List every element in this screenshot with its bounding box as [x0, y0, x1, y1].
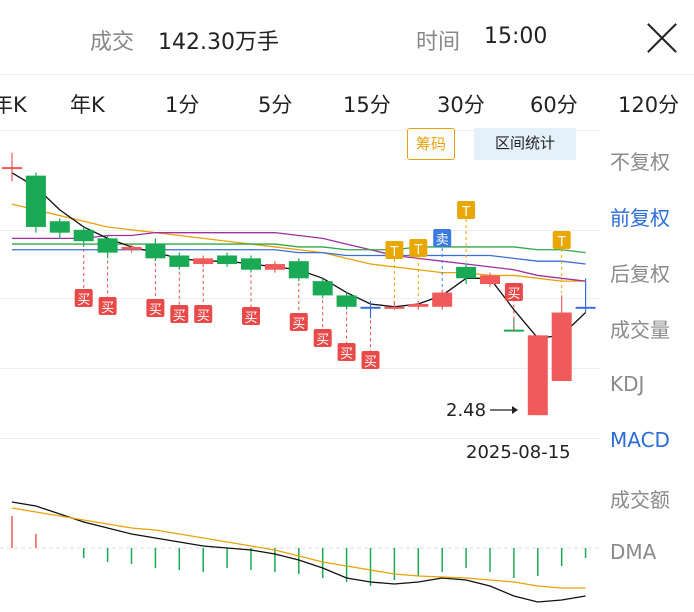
tab-5min[interactable]: 5分: [258, 93, 293, 117]
tab-year-k[interactable]: 年K: [70, 93, 105, 117]
t-marker-badge: [409, 239, 428, 257]
candle-body: [360, 306, 381, 309]
candle-body: [169, 255, 190, 267]
candle-body: [73, 229, 94, 242]
period-tabs: 年K 年K 1分 5分 15分 30分 60分 120分: [0, 74, 694, 131]
chips-button[interactable]: 筹码: [407, 128, 455, 160]
buy-marker-text: 买: [149, 303, 162, 318]
candlestick-chart: 买买买买买买买买买买买卖T TTT: [0, 130, 600, 603]
buy-marker-badge: [289, 313, 308, 331]
tab-15min[interactable]: 15分: [343, 93, 391, 117]
buy-marker-badge: [242, 307, 260, 325]
buy-marker-badge: [361, 351, 380, 369]
buy-marker-badge: [504, 283, 523, 301]
buy-marker-text: 买: [101, 301, 114, 316]
candle-body: [193, 258, 214, 265]
sell-marker-badge: [433, 229, 452, 247]
candle-body: [264, 264, 285, 270]
buy-marker-badge: [146, 299, 165, 317]
sidebar-item-kdj[interactable]: KDJ: [610, 372, 645, 396]
buy-marker-badge: [74, 289, 93, 307]
sell-marker-text: 卖: [436, 233, 449, 248]
buy-marker-text: 买: [77, 293, 90, 308]
volume-value: 142.30万手: [158, 30, 279, 55]
t-marker-text: T: [389, 245, 398, 260]
candle-body: [456, 266, 477, 279]
sidebar-item-forward-adjust[interactable]: 前复权: [610, 206, 670, 230]
tab-60min[interactable]: 60分: [530, 93, 578, 117]
t-marker-text: T: [557, 235, 566, 250]
buy-marker-badge: [313, 329, 332, 347]
range-stats-button[interactable]: 区间统计: [474, 128, 576, 160]
time-label: 时间: [416, 30, 461, 55]
time-value: 15:00: [484, 24, 548, 49]
candle-body: [217, 255, 238, 265]
low-price-arrowhead: [512, 406, 518, 414]
close-icon[interactable]: [644, 20, 680, 56]
candle-body: [408, 303, 429, 307]
buy-marker-text: 买: [244, 311, 257, 326]
t-marker-text: T: [461, 205, 470, 220]
candle-body: [575, 306, 596, 309]
buy-marker-text: 买: [292, 317, 305, 332]
candle-body: [312, 281, 333, 296]
tab-year-k-partial[interactable]: 年K: [0, 93, 27, 117]
macd-dif-line: [11, 501, 586, 603]
t-marker-badge: [552, 231, 571, 249]
macd-dea-line: [11, 507, 586, 589]
candle-body: [527, 335, 548, 416]
buy-marker-text: 买: [316, 333, 329, 348]
tab-120min[interactable]: 120分: [618, 93, 680, 117]
candle-body: [2, 167, 22, 170]
low-price-label: 2.48: [446, 400, 487, 421]
sidebar-item-turnover[interactable]: 成交额: [610, 488, 670, 512]
sidebar-item-no-adjust[interactable]: 不复权: [610, 150, 670, 174]
t-marker-badge: [457, 201, 476, 219]
candle-body: [121, 246, 142, 250]
candle-body: [432, 292, 453, 307]
candle-body: [97, 238, 118, 253]
candle-body: [49, 221, 70, 233]
candle-body: [480, 275, 500, 284]
sidebar-item-dma[interactable]: DMA: [610, 540, 657, 564]
candle-body: [241, 258, 261, 270]
sidebar-item-macd[interactable]: MACD: [610, 428, 670, 452]
buy-marker-badge: [337, 343, 356, 361]
date-label: 2025-08-15: [466, 442, 571, 463]
buy-marker-text: 买: [197, 309, 210, 324]
buy-marker-text: 买: [364, 355, 377, 370]
t-marker-text: T: [413, 243, 422, 258]
buy-marker-text: 买: [173, 309, 186, 324]
sidebar-item-backward-adjust[interactable]: 后复权: [610, 262, 670, 286]
candle-body: [25, 175, 46, 227]
candle-body: [551, 312, 572, 381]
tab-1min[interactable]: 1分: [165, 93, 200, 117]
candle-body: [288, 261, 309, 279]
buy-marker-badge: [98, 297, 117, 315]
t-marker-badge: [385, 241, 404, 259]
candle-body: [336, 295, 357, 307]
buy-marker-badge: [170, 305, 189, 323]
buy-marker-badge: [194, 305, 213, 323]
candle-body: [145, 244, 166, 259]
candle-body: [384, 306, 405, 309]
header-bar: 成交 142.30万手 时间 15:00: [0, 0, 694, 74]
sidebar-item-volume[interactable]: 成交量: [610, 318, 670, 342]
tab-30min[interactable]: 30分: [437, 93, 485, 117]
indicator-sidebar: 不复权 前复权 后复权 成交量 KDJ MACD 成交额 DMA: [600, 130, 694, 612]
volume-label: 成交: [90, 30, 135, 55]
buy-marker-text: 买: [507, 287, 520, 302]
buy-marker-text: 买: [340, 347, 353, 362]
